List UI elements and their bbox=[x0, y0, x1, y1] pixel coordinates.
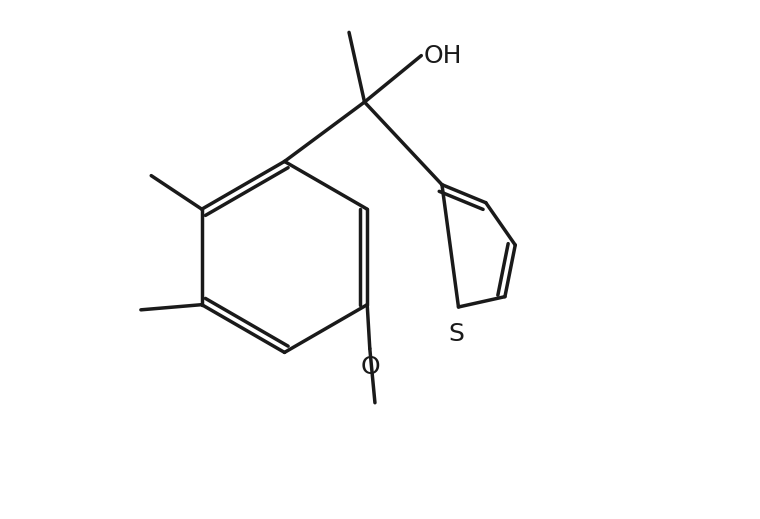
Text: S: S bbox=[448, 322, 464, 347]
Text: O: O bbox=[361, 355, 381, 379]
Text: OH: OH bbox=[424, 44, 462, 67]
